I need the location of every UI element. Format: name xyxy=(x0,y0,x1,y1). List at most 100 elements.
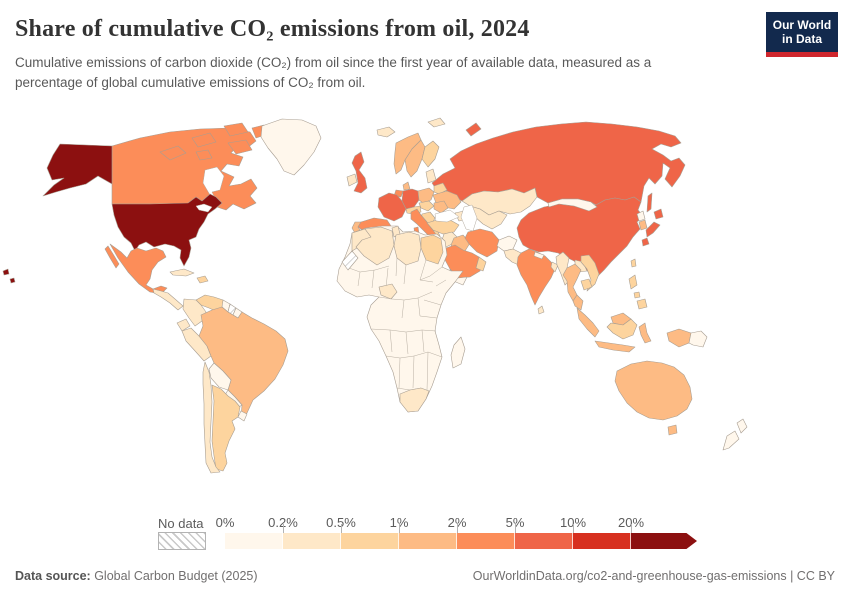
country-czechia-hungary[interactable] xyxy=(418,200,435,212)
legend-tick xyxy=(399,524,400,533)
country-finland[interactable] xyxy=(421,140,440,168)
country-western-sahara[interactable] xyxy=(341,250,359,271)
legend-bin-7-arrow[interactable] xyxy=(631,533,697,549)
country-ireland[interactable] xyxy=(346,173,358,187)
country-new-zealand[interactable] xyxy=(722,418,748,451)
data-source-text: Global Carbon Budget (2025) xyxy=(90,569,258,583)
country-bolivia[interactable] xyxy=(208,362,232,391)
country-iran[interactable] xyxy=(464,228,500,258)
country-mexico[interactable] xyxy=(104,243,168,295)
country-papua-new-guinea[interactable] xyxy=(688,330,708,348)
legend-tick-label-4: 2% xyxy=(447,515,467,530)
country-denmark[interactable] xyxy=(402,181,411,191)
country-brazil[interactable] xyxy=(198,306,289,418)
legend-bin-2[interactable] xyxy=(341,533,399,549)
country-nepal[interactable] xyxy=(533,251,545,260)
country-poland[interactable] xyxy=(417,187,435,204)
great-lakes xyxy=(195,203,213,213)
legend-tick-label-2: 0.5% xyxy=(326,515,356,530)
country-madagascar[interactable] xyxy=(450,336,466,369)
country-india[interactable] xyxy=(516,248,556,306)
country-uruguay[interactable] xyxy=(237,410,248,422)
country-sakhalin[interactable] xyxy=(646,192,653,213)
country-south-africa[interactable] xyxy=(399,387,430,413)
country-africa-other[interactable] xyxy=(336,225,464,413)
legend-color-bar[interactable] xyxy=(225,533,697,549)
owid-logo-line2: in Data xyxy=(781,32,822,46)
legend-tick xyxy=(457,524,458,533)
country-ecuador[interactable] xyxy=(176,318,191,332)
country-cambodia[interactable] xyxy=(580,278,593,291)
country-canada-arctic-islands[interactable] xyxy=(159,122,269,161)
country-chile[interactable] xyxy=(202,361,221,474)
country-sri-lanka[interactable] xyxy=(537,305,545,315)
country-indonesia-kalimantan[interactable] xyxy=(606,318,638,340)
country-central-america[interactable] xyxy=(152,288,184,311)
country-iceland[interactable] xyxy=(376,126,396,138)
country-north-korea[interactable] xyxy=(636,210,646,222)
caspian-sea xyxy=(460,204,478,232)
country-greenland[interactable] xyxy=(260,118,322,176)
country-china[interactable] xyxy=(516,196,644,278)
country-hispaniola[interactable] xyxy=(196,275,209,284)
country-cuba[interactable] xyxy=(169,268,195,277)
country-mongolia[interactable] xyxy=(547,198,598,212)
country-nigeria[interactable] xyxy=(378,283,398,300)
legend-tick xyxy=(515,524,516,533)
country-indonesia-java[interactable] xyxy=(594,340,636,353)
country-taiwan[interactable] xyxy=(630,258,637,268)
legend-tick-label-6: 10% xyxy=(559,515,587,530)
country-south-korea[interactable] xyxy=(638,219,648,231)
map-legend: No data 0% 0.2% 0.5% 1% 2% 5% 10% 20% xyxy=(0,510,850,558)
country-indonesia-sulawesi[interactable] xyxy=(638,322,652,344)
footer: Data source: Global Carbon Budget (2025)… xyxy=(15,569,835,583)
country-sweden[interactable] xyxy=(404,139,426,178)
country-argentina[interactable] xyxy=(211,384,241,472)
legend-bin-3[interactable] xyxy=(399,533,457,549)
country-malaysia[interactable] xyxy=(572,294,584,311)
data-source: Data source: Global Carbon Budget (2025) xyxy=(15,569,258,583)
no-data-swatch[interactable] xyxy=(158,532,206,550)
country-canada[interactable] xyxy=(111,127,258,213)
legend-tick xyxy=(573,524,574,533)
country-oman-uae[interactable] xyxy=(475,256,487,272)
legend-bin-6[interactable] xyxy=(573,533,631,549)
country-bangladesh[interactable] xyxy=(550,261,559,273)
country-novaya-zemlya[interactable] xyxy=(465,122,482,137)
country-libya[interactable] xyxy=(393,231,422,266)
owid-logo[interactable]: Our World in Data xyxy=(766,12,838,57)
country-alaska[interactable] xyxy=(42,143,113,197)
legend-tick-label-5: 5% xyxy=(505,515,525,530)
legend-tick-label-3: 1% xyxy=(389,515,409,530)
country-algeria[interactable] xyxy=(355,226,395,266)
no-data-label: No data xyxy=(158,516,204,531)
black-sea xyxy=(434,209,460,223)
country-afghanistan[interactable] xyxy=(496,235,518,252)
country-japan[interactable] xyxy=(641,208,664,247)
legend-tick xyxy=(283,524,284,533)
country-baltic-states[interactable] xyxy=(425,168,437,184)
legend-tick-label-0: 0% xyxy=(215,515,235,530)
credit-link[interactable]: OurWorldinData.org/co2-and-greenhouse-ga… xyxy=(472,569,835,583)
country-hawaii[interactable] xyxy=(2,268,16,284)
country-australia[interactable] xyxy=(614,360,693,436)
country-indonesia-sumatra[interactable] xyxy=(576,307,600,338)
country-philippines[interactable] xyxy=(628,274,648,310)
country-france[interactable] xyxy=(377,192,407,222)
owid-logo-line1: Our World xyxy=(772,17,832,32)
country-indonesia-papua[interactable] xyxy=(666,328,692,348)
legend-bin-4[interactable] xyxy=(457,533,515,549)
country-romania[interactable] xyxy=(433,200,449,214)
legend-bin-5[interactable] xyxy=(515,533,573,549)
legend-tick xyxy=(631,524,632,533)
legend-bin-0[interactable] xyxy=(225,533,283,549)
page-title: Share of cumulative CO₂ emissions from o… xyxy=(15,16,530,42)
legend-bin-1[interactable] xyxy=(283,533,341,549)
country-egypt[interactable] xyxy=(420,234,444,265)
country-united-kingdom[interactable] xyxy=(351,151,368,194)
legend-tick xyxy=(341,524,342,533)
country-svalbard[interactable] xyxy=(427,117,446,128)
